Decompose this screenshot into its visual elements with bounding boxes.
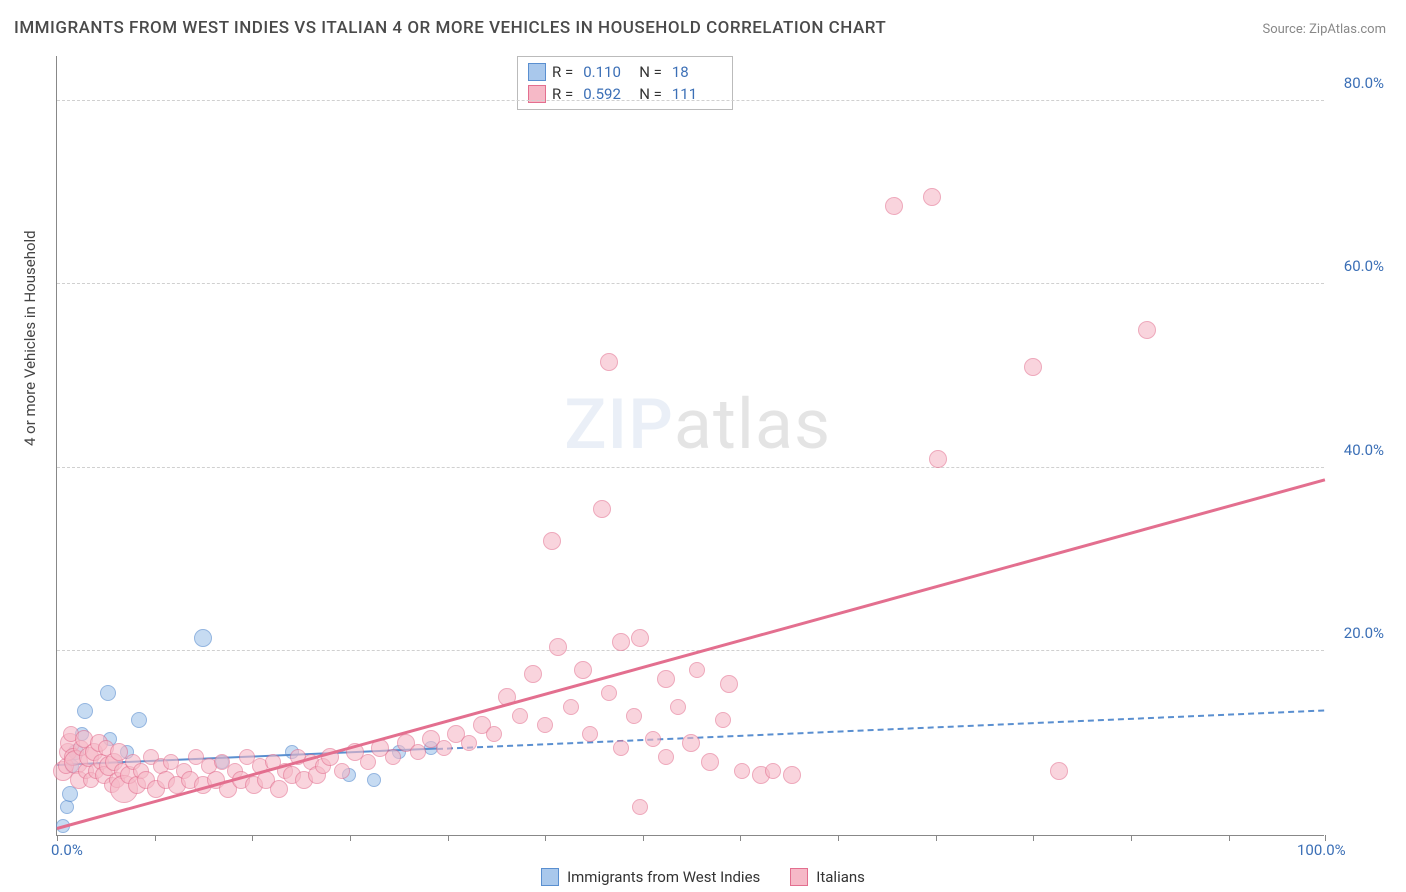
data-point: [1024, 358, 1042, 376]
data-point: [194, 629, 212, 647]
x-tick: [155, 835, 156, 841]
data-point: [77, 703, 93, 719]
plot-area: ZIPatlas R =0.110N =18R =0.592N =111 20.…: [56, 56, 1324, 836]
data-point: [645, 731, 661, 747]
x-tick-label: 0.0%: [51, 841, 83, 859]
data-point: [543, 532, 561, 550]
x-tick: [1131, 835, 1132, 841]
data-point: [923, 188, 941, 206]
data-point: [720, 675, 738, 693]
series-legend: Immigrants from West Indies Italians: [0, 868, 1406, 886]
stats-legend: R = 0.110 N = 18 R = 0.592 N = 111: [517, 56, 733, 110]
r-value: 0.592: [583, 83, 633, 105]
x-tick: [252, 835, 253, 841]
data-point: [549, 638, 567, 656]
r-label: R =: [552, 83, 573, 105]
chart-title: IMMIGRANTS FROM WEST INDIES VS ITALIAN 4…: [14, 18, 886, 38]
x-tick: [740, 835, 741, 841]
x-tick: [936, 835, 937, 841]
data-point: [701, 753, 719, 771]
data-point: [783, 766, 801, 784]
data-point: [60, 800, 74, 814]
x-tick: [448, 835, 449, 841]
data-point: [367, 773, 381, 787]
y-tick-label: 20.0%: [1328, 624, 1384, 642]
data-point: [600, 353, 618, 371]
data-point: [593, 500, 611, 518]
data-point: [682, 734, 700, 752]
watermark-atlas: atlas: [674, 384, 831, 466]
x-tick: [643, 835, 644, 841]
data-point: [613, 740, 629, 756]
data-point: [512, 708, 528, 724]
x-tick: [1229, 835, 1230, 841]
data-point: [1138, 321, 1156, 339]
data-point: [537, 717, 553, 733]
data-point: [270, 780, 288, 798]
legend-swatch: [541, 868, 559, 886]
data-point: [885, 197, 903, 215]
data-point: [436, 740, 452, 756]
legend-label: Italians: [816, 868, 865, 886]
legend-label: Immigrants from West Indies: [567, 868, 760, 886]
data-point: [461, 735, 477, 751]
data-point: [582, 726, 598, 742]
x-tick: [350, 835, 351, 841]
data-point: [100, 685, 116, 701]
data-point: [410, 744, 426, 760]
data-point: [612, 633, 630, 651]
data-point: [657, 670, 675, 688]
n-label: N =: [639, 61, 662, 83]
data-point: [631, 629, 649, 647]
data-point: [574, 661, 592, 679]
data-point: [626, 708, 642, 724]
data-point: [670, 699, 686, 715]
data-point: [765, 763, 781, 779]
legend-item: Immigrants from West Indies: [541, 868, 760, 886]
n-value: 18: [672, 61, 722, 83]
r-label: R =: [552, 61, 573, 83]
y-axis-label: 4 or more Vehicles in Household: [21, 230, 39, 446]
data-point: [929, 450, 947, 468]
chart-container: IMMIGRANTS FROM WEST INDIES VS ITALIAN 4…: [0, 0, 1406, 892]
data-point: [524, 665, 542, 683]
y-tick-label: 80.0%: [1328, 74, 1384, 92]
n-label: N =: [639, 83, 662, 105]
r-value: 0.110: [583, 61, 633, 83]
legend-swatch: [790, 868, 808, 886]
source-label: Source: ZipAtlas.com: [1262, 22, 1386, 37]
data-point: [658, 749, 674, 765]
gridline: [57, 467, 1324, 468]
trend-line: [437, 709, 1325, 750]
data-point: [734, 763, 750, 779]
data-point: [360, 754, 376, 770]
legend-swatch: [528, 63, 546, 81]
data-point: [334, 763, 350, 779]
data-point: [486, 726, 502, 742]
data-point: [563, 699, 579, 715]
stats-legend-row: R = 0.592 N = 111: [528, 83, 722, 105]
x-tick: [1033, 835, 1034, 841]
stats-legend-row: R = 0.110 N = 18: [528, 61, 722, 83]
y-tick-label: 40.0%: [1328, 441, 1384, 459]
data-point: [601, 685, 617, 701]
watermark: ZIPatlas: [564, 384, 831, 466]
data-point: [689, 662, 705, 678]
x-tick-label: 100.0%: [1297, 841, 1346, 859]
data-point: [385, 749, 401, 765]
gridline: [57, 283, 1324, 284]
data-point: [632, 799, 648, 815]
trend-line: [57, 479, 1326, 831]
x-tick: [545, 835, 546, 841]
data-point: [1050, 762, 1068, 780]
y-tick-label: 60.0%: [1328, 257, 1384, 275]
n-value: 111: [672, 83, 722, 105]
data-point: [715, 712, 731, 728]
data-point: [131, 712, 147, 728]
legend-item: Italians: [790, 868, 865, 886]
gridline: [57, 650, 1324, 651]
gridline: [57, 100, 1324, 101]
x-tick: [838, 835, 839, 841]
watermark-zip: ZIP: [564, 384, 674, 466]
